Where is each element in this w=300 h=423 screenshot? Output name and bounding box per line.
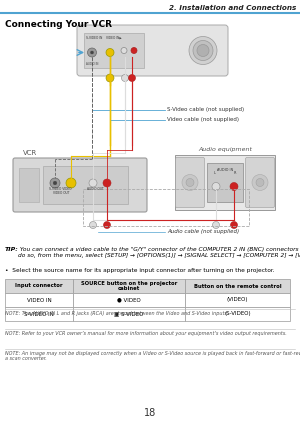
Bar: [207, 163, 243, 202]
Text: S-VIDEO VIDEO: S-VIDEO VIDEO: [49, 187, 71, 191]
Circle shape: [50, 178, 60, 188]
Bar: [5, 307, 73, 321]
Text: VIDEO OUT: VIDEO OUT: [53, 191, 69, 195]
Circle shape: [122, 74, 128, 82]
FancyBboxPatch shape: [245, 157, 274, 208]
Text: 2. Installation and Connections: 2. Installation and Connections: [169, 5, 296, 11]
Text: •  Select the source name for its appropriate input connector after turning on t: • Select the source name for its appropr…: [5, 268, 275, 273]
Circle shape: [103, 179, 111, 187]
Circle shape: [66, 178, 76, 188]
FancyBboxPatch shape: [77, 25, 228, 76]
Circle shape: [91, 51, 94, 54]
Circle shape: [88, 48, 97, 57]
Circle shape: [193, 41, 213, 60]
Bar: [175, 155, 275, 210]
Text: NOTE: An image may not be displayed correctly when a Video or S-Video source is : NOTE: An image may not be displayed corr…: [5, 351, 300, 361]
Circle shape: [189, 36, 217, 64]
Bar: [185, 279, 290, 293]
Text: VIDEO IN: VIDEO IN: [27, 297, 51, 302]
Circle shape: [89, 222, 97, 228]
Circle shape: [106, 49, 114, 57]
Circle shape: [182, 175, 198, 190]
Circle shape: [230, 182, 238, 190]
Text: NOTE: The AUDIO IN L and R jacks (RCA) are shared between the Video and S-Video : NOTE: The AUDIO IN L and R jacks (RCA) a…: [5, 310, 228, 316]
FancyBboxPatch shape: [13, 158, 147, 212]
Text: (S-VIDEO): (S-VIDEO): [224, 311, 251, 316]
Text: ● VIDEO: ● VIDEO: [117, 297, 141, 302]
Text: Audio cable (not supplied): Audio cable (not supplied): [167, 230, 239, 234]
Text: Audio equipment: Audio equipment: [198, 147, 252, 152]
Text: AUDIO OUT: AUDIO OUT: [87, 187, 104, 191]
Text: You can connect a video cable to the "G/Y" connector of the COMPUTER 2 IN (BNC) : You can connect a video cable to the "G/…: [18, 247, 300, 258]
Bar: [5, 279, 73, 293]
Circle shape: [89, 179, 97, 187]
Bar: [73, 293, 185, 307]
Bar: [73, 279, 185, 293]
Text: VCR: VCR: [23, 150, 37, 156]
Circle shape: [106, 74, 114, 82]
Circle shape: [103, 222, 110, 228]
Text: Button on the remote control: Button on the remote control: [194, 283, 281, 288]
Circle shape: [230, 222, 238, 228]
Text: 18: 18: [144, 408, 156, 418]
Bar: [73, 307, 185, 321]
Circle shape: [131, 47, 137, 53]
Circle shape: [256, 179, 264, 187]
Text: ▣ S-VIDEO: ▣ S-VIDEO: [114, 311, 144, 316]
Bar: [43, 166, 128, 204]
Text: AUDIO IN: AUDIO IN: [86, 62, 98, 66]
Text: Video cable (not supplied): Video cable (not supplied): [167, 118, 239, 123]
Text: S-Video cable (not supplied): S-Video cable (not supplied): [167, 107, 244, 113]
Circle shape: [197, 44, 209, 57]
Text: R: R: [234, 171, 236, 175]
Circle shape: [128, 74, 136, 82]
Circle shape: [121, 47, 127, 53]
Circle shape: [212, 182, 220, 190]
Circle shape: [252, 175, 268, 190]
FancyBboxPatch shape: [84, 33, 144, 68]
Text: VIDEO IN▶: VIDEO IN▶: [106, 36, 122, 40]
Text: Connecting Your VCR: Connecting Your VCR: [5, 20, 112, 29]
Text: SOURCE button on the projector
cabinet: SOURCE button on the projector cabinet: [81, 280, 177, 291]
Circle shape: [212, 222, 220, 228]
FancyBboxPatch shape: [176, 157, 205, 208]
Text: AUDIO IN: AUDIO IN: [217, 168, 233, 172]
Text: NOTE: Refer to your VCR owner’s manual for more information about your equipment: NOTE: Refer to your VCR owner’s manual f…: [5, 330, 287, 335]
Text: L: L: [214, 171, 216, 175]
Text: Input connector: Input connector: [15, 283, 63, 288]
Text: TIP:: TIP:: [5, 247, 19, 252]
Bar: [185, 307, 290, 321]
Text: S-VIDEO IN: S-VIDEO IN: [24, 311, 54, 316]
Circle shape: [186, 179, 194, 187]
Text: (VIDEO): (VIDEO): [227, 297, 248, 302]
Circle shape: [53, 181, 57, 185]
Text: S-VIDEO IN: S-VIDEO IN: [86, 36, 102, 40]
Bar: [19, 168, 39, 202]
Bar: [5, 293, 73, 307]
Bar: [185, 293, 290, 307]
